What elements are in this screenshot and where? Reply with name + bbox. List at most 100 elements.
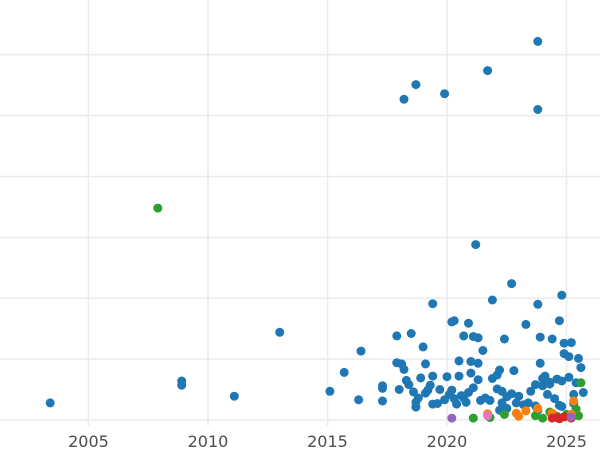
scatter-point: [557, 376, 567, 386]
scatter-point: [399, 94, 409, 104]
scatter-point: [514, 391, 524, 401]
scatter-point: [533, 36, 543, 46]
scatter-point: [406, 329, 416, 338]
scatter-point: [521, 406, 531, 416]
scatter-point: [425, 380, 435, 390]
scatter-point: [399, 364, 409, 374]
scatter-point: [428, 371, 438, 381]
scatter-point: [578, 388, 588, 397]
x-tick-label: 2020: [427, 432, 468, 450]
scatter-point: [449, 316, 459, 326]
scatter-point: [483, 411, 493, 421]
scatter-point: [531, 380, 540, 390]
scatter-point: [435, 385, 445, 394]
scatter-point: [411, 80, 421, 90]
scatter-point: [533, 403, 543, 413]
scatter-point: [566, 338, 576, 348]
scatter-point: [538, 381, 548, 391]
scatter-point: [538, 413, 548, 423]
scatter-point: [275, 327, 285, 337]
scatter-point: [499, 334, 509, 344]
scatter-point: [471, 240, 481, 250]
scatter-point: [394, 385, 404, 394]
scatter-point: [535, 332, 545, 342]
scatter-point: [473, 358, 483, 368]
scatter-point: [478, 346, 488, 355]
scatter-point: [452, 399, 462, 409]
scatter-point: [466, 368, 476, 378]
scatter-point: [514, 411, 524, 421]
scatter-point: [447, 385, 457, 395]
scatter-point: [569, 396, 579, 406]
scatter-point: [354, 395, 364, 405]
scatter-point: [454, 356, 464, 366]
scatter-point: [533, 105, 543, 114]
scatter-point: [454, 371, 464, 381]
scatter-point: [45, 398, 55, 408]
scatter-point: [507, 389, 517, 399]
scatter-point: [550, 394, 560, 404]
scatter-point: [325, 386, 335, 396]
scatter-point: [409, 387, 418, 397]
scatter-point: [531, 411, 540, 421]
scatter-point: [545, 377, 555, 387]
scatter-point: [177, 380, 187, 390]
scatter-point: [495, 365, 505, 375]
scatter-point: [569, 389, 579, 399]
scatter-point: [153, 203, 163, 213]
scatter-point: [523, 398, 533, 408]
scatter-point: [542, 389, 552, 399]
scatter-point: [574, 411, 583, 421]
scatter-point: [404, 380, 414, 390]
scatter-point: [574, 353, 583, 363]
scatter-point: [466, 357, 476, 366]
scatter-point: [540, 371, 550, 381]
scatter-point: [339, 367, 349, 377]
scatter-point: [428, 299, 438, 309]
scatter-point: [564, 372, 574, 382]
scatter-point: [547, 334, 557, 344]
scatter-point: [559, 338, 569, 348]
scatter-point: [509, 366, 519, 376]
scatter-point: [447, 413, 457, 423]
scatter-point: [564, 352, 574, 362]
scatter-point: [576, 378, 586, 388]
scatter-point: [499, 409, 509, 419]
scatter-point: [557, 402, 567, 411]
scatter-point: [378, 381, 387, 391]
scatter-point: [392, 331, 402, 341]
scatter-point: [421, 359, 430, 369]
scatter-point: [461, 397, 471, 407]
x-tick-label: 2010: [188, 432, 229, 450]
scatter-point: [433, 399, 442, 408]
scatter-point: [468, 383, 478, 393]
scatter-point: [554, 316, 564, 326]
scatter-point: [507, 279, 517, 289]
scatter-point: [413, 393, 423, 403]
grid-layer: [0, 0, 600, 426]
scatter-point: [378, 396, 387, 406]
scatter-point: [473, 375, 483, 385]
scatter-point: [533, 299, 543, 309]
scatter-point: [229, 391, 239, 401]
scatter-point: [487, 295, 497, 305]
scatter-point: [559, 412, 569, 422]
scatter-point: [418, 342, 428, 352]
scatter-point: [440, 89, 450, 99]
scatter-point: [416, 373, 426, 383]
scatter-point: [442, 372, 452, 382]
tick-labels: 2005 2010 2015 2020 2025: [68, 432, 587, 450]
scatter-point: [473, 333, 483, 343]
scatter-point: [576, 363, 586, 373]
scatter-point: [468, 413, 478, 423]
scatter-point: [557, 290, 567, 300]
scatter-point: [464, 318, 473, 328]
scatter-point: [483, 66, 493, 76]
points-layer: [45, 36, 588, 424]
scatter-point: [459, 331, 469, 341]
scatter-point: [535, 358, 545, 368]
x-tick-label: 2025: [546, 432, 587, 450]
scatter-point: [526, 386, 536, 396]
